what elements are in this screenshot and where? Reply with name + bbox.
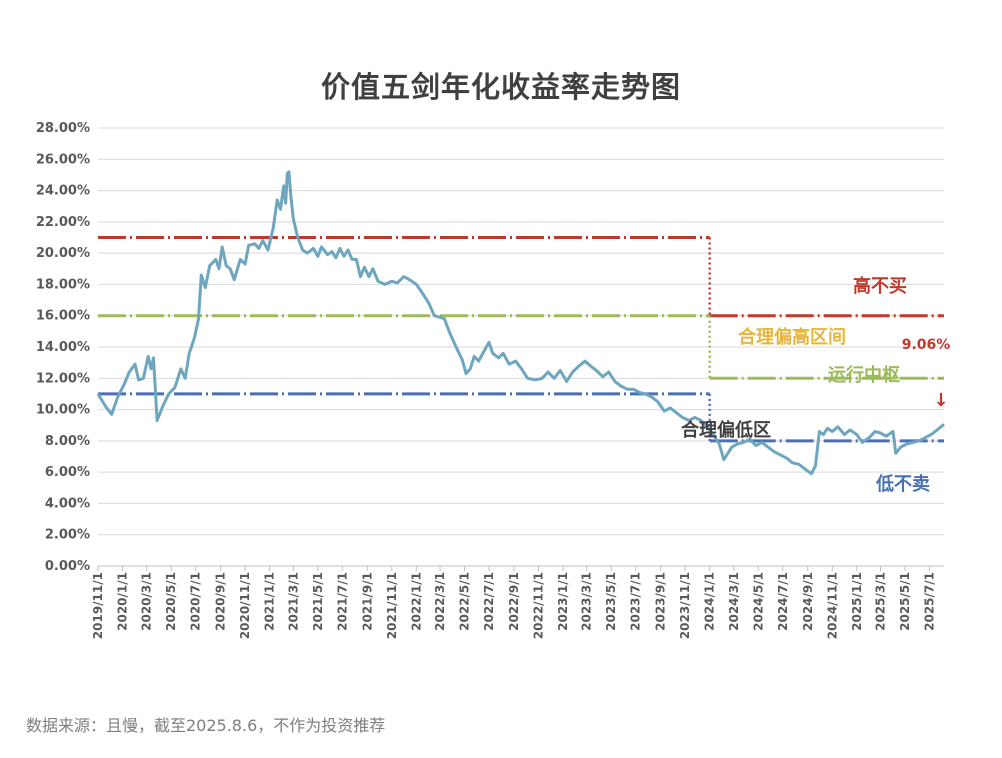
x-tick-label: 2023/9/1 xyxy=(654,572,668,631)
x-tick-label: 2024/7/1 xyxy=(776,572,790,631)
x-tick-label: 2023/3/1 xyxy=(580,572,594,631)
label-low-no-sell: 低不卖 xyxy=(875,473,930,495)
x-tick-label: 2023/11/1 xyxy=(678,572,692,639)
y-tick-label: 14.00% xyxy=(36,340,90,355)
label-latest-value: 9.06% xyxy=(902,337,951,353)
x-tick-label: 2023/1/1 xyxy=(556,572,570,631)
y-tick-label: 0.00% xyxy=(45,559,90,574)
x-tick-label: 2020/7/1 xyxy=(189,572,203,631)
x-tick-label: 2020/3/1 xyxy=(140,572,154,631)
y-tick-label: 26.00% xyxy=(36,152,90,167)
x-tick-label: 2021/7/1 xyxy=(335,572,349,631)
x-tick-label: 2024/3/1 xyxy=(727,572,741,631)
y-tick-label: 22.00% xyxy=(36,215,90,230)
x-tick-label: 2022/5/1 xyxy=(458,572,472,631)
label-center: 运行中枢 xyxy=(828,364,900,386)
x-tick-label: 2021/3/1 xyxy=(286,572,300,631)
y-tick-label: 28.00% xyxy=(36,121,90,136)
y-tick-label: 18.00% xyxy=(36,277,90,292)
y-tick-label: 4.00% xyxy=(45,496,90,511)
x-tick-label: 2022/3/1 xyxy=(433,572,447,631)
label-high-no-buy: 高不买 xyxy=(853,275,907,297)
y-axis-ticks: 0.00% 2.00% 4.00% 6.00% 8.00% 10.00% 12.00% 14.… xyxy=(36,121,90,574)
x-tick-label: 2022/9/1 xyxy=(507,572,521,631)
y-tick-label: 6.00% xyxy=(45,465,90,480)
x-tick-label: 2021/11/1 xyxy=(385,572,399,639)
x-tick-label: 2022/7/1 xyxy=(482,572,496,631)
x-tick-label: 2025/1/1 xyxy=(850,572,864,631)
x-tick-label: 2020/11/1 xyxy=(238,572,252,639)
x-tick-label: 2020/1/1 xyxy=(116,572,130,631)
x-tick-label: 2021/9/1 xyxy=(360,572,374,631)
y-tick-label: 12.00% xyxy=(36,371,90,386)
y-tick-label: 2.00% xyxy=(45,528,90,543)
x-tick-label: 2023/7/1 xyxy=(629,572,643,631)
x-tick-label: 2021/1/1 xyxy=(263,572,277,631)
x-tick-label: 2025/3/1 xyxy=(873,572,887,631)
source-note: 数据来源：且慢，截至2025.8.6，不作为投资推荐 xyxy=(26,716,386,735)
x-tick-label: 2020/9/1 xyxy=(214,572,228,631)
chart-title: 价值五剑年化收益率走势图 xyxy=(320,70,681,104)
y-tick-label: 8.00% xyxy=(45,434,90,449)
x-tick-label: 2025/7/1 xyxy=(923,572,937,631)
arrow-down-icon: ↓ xyxy=(933,390,948,411)
x-tick-label: 2022/1/1 xyxy=(409,572,423,631)
x-tick-label: 2019/11/1 xyxy=(91,572,105,639)
y-tick-label: 10.00% xyxy=(36,403,90,418)
x-tick-label: 2024/1/1 xyxy=(703,572,717,631)
x-tick-label: 2021/5/1 xyxy=(311,572,325,631)
x-tick-label: 2024/9/1 xyxy=(801,572,815,631)
chart-canvas: 0.00% 2.00% 4.00% 6.00% 8.00% 10.00% 12.00% 14.… xyxy=(36,121,950,639)
x-tick-label: 2024/11/1 xyxy=(825,572,839,639)
y-tick-label: 24.00% xyxy=(36,184,90,199)
label-high-zone: 合理偏高区间 xyxy=(738,326,846,348)
x-axis-ticks: 2019/11/1 2020/1/1 2020/3/1 2020/5/1 2020/7/… xyxy=(91,566,937,639)
y-tick-label: 20.00% xyxy=(36,246,90,261)
x-tick-label: 2025/5/1 xyxy=(898,572,912,631)
label-low-zone: 合理偏低区 xyxy=(681,419,771,441)
x-tick-label: 2020/5/1 xyxy=(164,572,178,631)
y-tick-label: 16.00% xyxy=(36,309,90,324)
series-layer xyxy=(96,170,945,476)
annotations: 高不买 合理偏高区间 9.06% 运行中枢 ↓ 合理偏低区 低不卖 xyxy=(681,275,950,495)
series-line xyxy=(96,170,945,476)
x-tick-label: 2022/11/1 xyxy=(531,572,545,639)
x-tick-label: 2024/5/1 xyxy=(751,572,765,631)
x-tick-label: 2023/5/1 xyxy=(604,572,618,631)
